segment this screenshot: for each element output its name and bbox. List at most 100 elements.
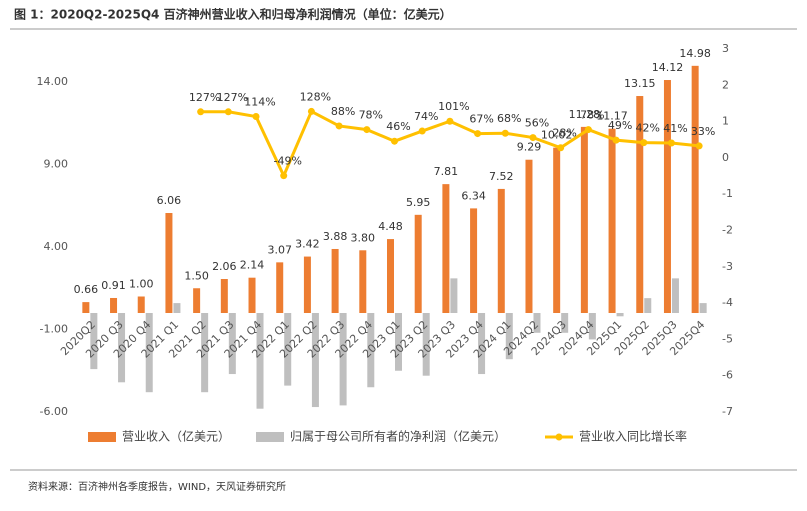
bar [671,278,679,313]
bar-value-label: 0.91 [101,279,126,292]
bar [193,288,201,313]
line-value-label: 67% [469,113,493,126]
bar [470,208,478,313]
bar [699,303,707,313]
bar [165,213,173,313]
y2-tick-label: -4 [722,296,733,309]
bar [616,313,624,317]
bar-value-label: 1.00 [129,278,154,291]
bar [110,297,118,313]
bar [228,313,236,375]
line-value-label: 68% [497,112,521,125]
line-value-label: -49% [274,155,302,168]
bar-value-label: 5.95 [406,196,431,209]
legend-label: 归属于母公司所有者的净利润（亿美元） [290,429,506,444]
bar [663,80,671,314]
bar [608,128,616,313]
line-value-label: 56% [525,117,549,130]
line-point [224,108,232,116]
bar [331,248,339,313]
line-point [446,117,454,125]
line-point [252,113,260,121]
bar-value-label: 6.34 [461,189,486,202]
line-point [640,139,648,147]
y-tick-label: -6.00 [40,405,68,418]
line-value-label: 74% [414,110,438,123]
bar [478,313,486,375]
y2-tick-label: -7 [722,405,733,418]
bar-value-label: 3.42 [295,238,320,251]
bar [387,239,394,313]
bar-value-label: 11.28 [569,108,601,121]
bar [276,262,284,313]
bar [118,313,126,383]
bar [359,250,367,313]
bar [505,313,513,360]
bar [90,313,98,370]
legend-label: 营业收入（亿美元） [122,429,230,444]
bar-value-label: 1.50 [184,269,209,282]
line-value-label: 42% [636,122,660,135]
y2-tick-label: 1 [722,115,729,128]
bar [414,214,422,313]
legend-swatch [256,432,284,442]
y2-tick-label: -2 [722,224,733,237]
bar [525,159,533,313]
bar [284,313,292,386]
bar-value-label: 3.88 [323,230,348,243]
line-value-label: 101% [438,100,469,113]
line-value-label: 46% [386,120,410,133]
chart-title: 图 1：2020Q2-2025Q4 百济神州营业收入和归母净利润情况（单位：亿美… [14,7,452,22]
y-tick-label: 4.00 [44,240,69,253]
line-value-label: 114% [244,96,275,109]
line-point [280,172,288,180]
bar [691,65,699,313]
bar [422,313,430,376]
legend-swatch [555,433,563,441]
line-value-label: 88% [331,105,355,118]
line-point [197,108,205,116]
y2-tick-label: -6 [722,369,733,382]
bar-value-label: 14.98 [679,47,711,60]
bar-value-label: 10.02 [541,129,573,142]
line-point [501,129,509,137]
bar-value-label: 9.29 [517,141,542,154]
bar [644,298,652,313]
bar [588,313,596,340]
bar [561,313,569,333]
bar [145,313,153,393]
line-point [391,137,398,145]
bar-value-label: 0.66 [74,283,99,296]
line-value-label: 41% [663,122,687,135]
bar [553,147,561,313]
bar [367,313,375,388]
bar [173,303,181,313]
y2-tick-label: 0 [722,151,729,164]
line-point [612,136,620,144]
line-point [418,127,426,135]
line-value-label: 127% [217,91,248,104]
bar-value-label: 11.17 [596,110,628,123]
line-value-label: 127% [189,91,220,104]
bar-value-label: 14.12 [652,61,684,74]
y2-tick-label: 3 [722,42,729,55]
bar [450,278,458,313]
line-point [363,126,371,134]
line-point [695,142,703,150]
bar [137,296,145,313]
bar [533,313,541,333]
y2-tick-label: 2 [722,78,729,91]
legend-label: 营业收入同比增长率 [579,429,687,444]
bar [497,188,505,313]
line-point [307,107,315,115]
bar [580,126,588,313]
bar [220,279,228,313]
y-tick-label: -1.00 [40,323,68,336]
bar [82,302,90,313]
line-point [529,134,537,142]
bar [303,256,311,313]
line-value-label: 78% [580,109,604,122]
bar [442,184,450,313]
y2-tick-label: -5 [722,332,733,345]
